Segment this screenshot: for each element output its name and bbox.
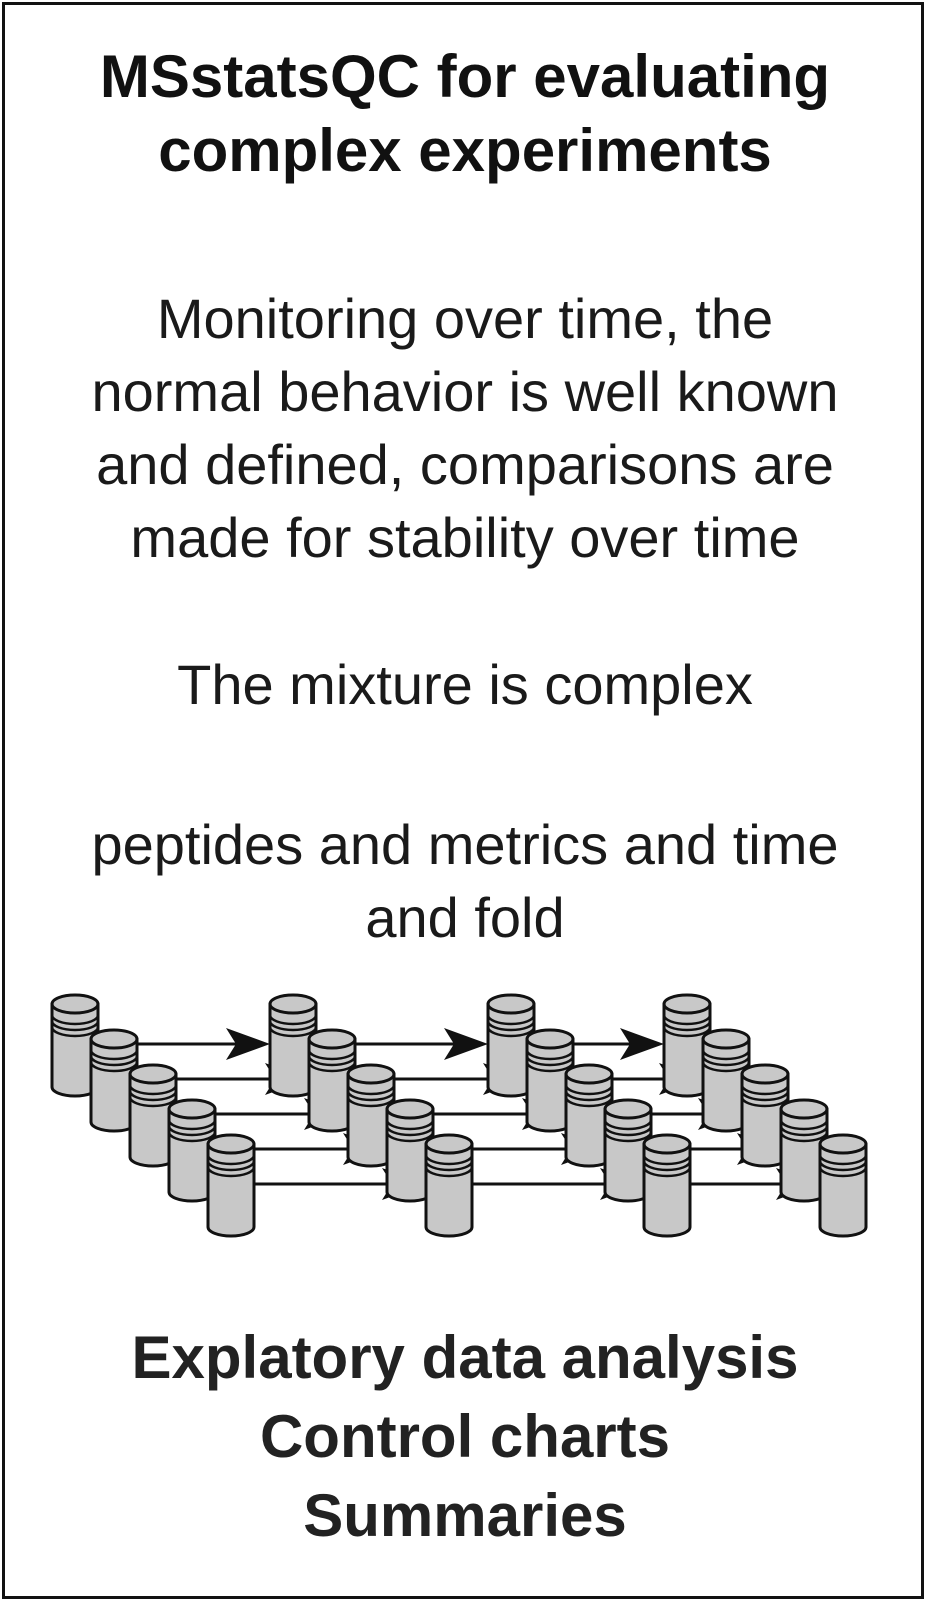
vial-icon: [89, 1028, 139, 1133]
vial-icon: [128, 1063, 178, 1168]
text-line: made for stability over time: [130, 506, 800, 569]
vial-icon: [662, 993, 712, 1098]
vial-icon: [818, 1133, 868, 1238]
vial-groups: [50, 993, 868, 1238]
panel-title: MSstatsQC for evaluating complex experim…: [0, 40, 930, 188]
vial-icon: [268, 993, 318, 1098]
text-line: The mixture is complex: [177, 653, 753, 716]
mixture-statement: The mixture is complex: [0, 648, 930, 721]
vial-icon: [779, 1098, 829, 1203]
title-line: complex experiments: [158, 117, 772, 184]
text-line: and fold: [365, 886, 565, 949]
text-line: and defined, comparisons are: [96, 433, 834, 496]
analysis-outputs: Explatory data analysis Control charts S…: [0, 1318, 930, 1555]
title-line: MSstatsQC for evaluating: [99, 43, 831, 110]
vial-icon: [346, 1063, 396, 1168]
arrowhead-icon: [226, 1028, 270, 1060]
sample-vials-diagram: [50, 993, 868, 1238]
output-line: Control charts: [259, 1403, 671, 1470]
vial-icon: [206, 1133, 256, 1238]
dimensions-statement: peptides and metrics and time and fold: [0, 808, 930, 954]
monitoring-description: Monitoring over time, the normal behavio…: [0, 282, 930, 574]
text-line: peptides and metrics and time: [91, 813, 839, 876]
output-line: Explatory data analysis: [131, 1324, 799, 1391]
text-line: normal behavior is well known: [91, 360, 839, 423]
vial-icon: [50, 993, 100, 1098]
vial-icon: [424, 1133, 474, 1238]
vial-icon: [525, 1028, 575, 1133]
text-line: Monitoring over time, the: [156, 287, 774, 350]
vial-icon: [642, 1133, 692, 1238]
arrowhead-icon: [620, 1028, 664, 1060]
output-line: Summaries: [303, 1482, 627, 1549]
arrowhead-icon: [444, 1028, 488, 1060]
vial-icon: [167, 1098, 217, 1203]
